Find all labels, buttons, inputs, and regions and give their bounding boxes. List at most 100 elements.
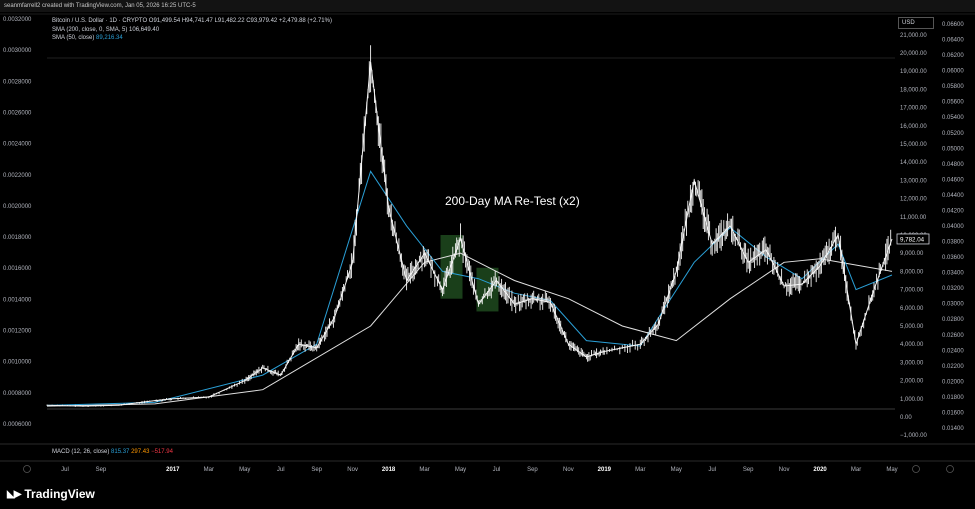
right-axis-label: 0.02200: [942, 364, 964, 370]
usd-axis-label: 19,000.00: [900, 69, 927, 75]
right-axis-label: 0.05400: [942, 115, 964, 121]
time-axis-label: Jul: [493, 467, 501, 473]
sma50-value: 89,216.34: [96, 35, 123, 42]
sma50-label: SMA (50, close): [52, 35, 95, 42]
axis-control-icon: [23, 465, 31, 473]
right-axis-label: 0.04400: [942, 193, 964, 199]
time-axis-label: May: [671, 467, 682, 473]
time-axis-label: Mar: [851, 467, 861, 473]
right-axis-label: 0.04800: [942, 162, 964, 168]
right-axis-label: 0.02600: [942, 333, 964, 339]
right-axis-label: 0.01600: [942, 410, 964, 416]
left-axis-label: 0.0016000: [3, 266, 32, 272]
usd-axis-label: 16,000.00: [900, 124, 927, 130]
usd-axis-label: 20,000.00: [900, 51, 927, 57]
right-axis-label: 0.05800: [942, 84, 964, 90]
left-axis-label: 0.0008000: [3, 391, 32, 397]
right-axis-label: 0.06600: [942, 22, 964, 28]
brand-name: TradingView: [24, 487, 95, 501]
left-axis-label: 0.0006000: [3, 422, 32, 428]
symbol-line: Bitcoin / U.S. Dollar · 1D · CRYPTO O91,…: [52, 18, 332, 24]
time-axis-label: Mar: [419, 467, 429, 473]
tradingview-logo-icon: ◣▶: [7, 488, 21, 500]
time-axis-label: May: [239, 467, 250, 473]
usd-axis-label: 15,000.00: [900, 142, 927, 148]
macd-value-1: 815.37: [111, 449, 130, 455]
usd-axis-label: −1,000.00: [900, 433, 928, 439]
left-axis-label: 0.0012000: [3, 329, 32, 335]
currency-selector[interactable]: USD: [898, 17, 934, 29]
right-axis-label: 0.03000: [942, 302, 964, 308]
left-axis-label: 0.0014000: [3, 297, 32, 303]
attribution-bar: seanmfarrell2 created with TradingView.c…: [0, 0, 975, 12]
price-chart[interactable]: 0.0032000 0.0030000 0.0028000 0.0026000 0.00…: [0, 0, 975, 481]
usd-axis-label: 17,000.00: [900, 106, 927, 112]
macd-legend: MACD (12, 26, close) 815.37 297.43 −517.…: [52, 449, 173, 455]
left-axis-label: 0.0028000: [3, 79, 32, 85]
left-axis-label: 0.0018000: [3, 235, 32, 241]
right-axis-label: 0.02400: [942, 348, 964, 354]
usd-axis-label: 12,000.00: [900, 197, 927, 203]
right-axis-label: 0.05200: [942, 131, 964, 137]
macd-value-3: −517.94: [151, 449, 173, 455]
usd-axis-label: 14,000.00: [900, 160, 927, 166]
time-axis-label: Sep: [311, 467, 322, 473]
right-axis-label: 0.06200: [942, 53, 964, 59]
last-price-box: [896, 233, 930, 245]
sma200-legend: SMA (200, close, 0, SMA, 5) 106,649.40: [52, 26, 160, 33]
right-axis-label: 0.01400: [942, 426, 964, 432]
time-axis-label: 2019: [598, 467, 612, 473]
right-axis-label: 0.01800: [942, 395, 964, 401]
time-axis-label: Sep: [96, 467, 107, 473]
time-axis-label: Sep: [527, 467, 538, 473]
time-axis-label: Nov: [563, 467, 574, 473]
right-axis-label: 0.03800: [942, 240, 964, 246]
usd-axis-label: 6,000.00: [900, 306, 924, 312]
time-axis-label: 2017: [166, 467, 180, 473]
right-axis-label: 0.02800: [942, 317, 964, 323]
time-axis-label: Nov: [347, 467, 358, 473]
currency-label: USD: [902, 20, 915, 26]
time-axis-label: Sep: [743, 467, 754, 473]
usd-axis-label: 1,000.00: [900, 397, 924, 403]
right-axis-label: 0.04000: [942, 224, 964, 230]
time-axis-label: Nov: [779, 467, 790, 473]
usd-axis-label: 4,000.00: [900, 342, 924, 348]
last-price-label: 9,782.04: [900, 236, 925, 243]
left-axis-label: 0.0020000: [3, 204, 32, 210]
time-axis-label: May: [455, 467, 466, 473]
time-axis-label: 2020: [813, 467, 827, 473]
macd-label: MACD (12, 26, close): [52, 449, 110, 455]
right-axis-label: 0.02000: [942, 379, 964, 385]
left-axis-label: 0.0030000: [3, 48, 32, 54]
usd-axis-label: 18,000.00: [900, 87, 927, 93]
footer: [0, 481, 975, 509]
price-candles: [46, 45, 892, 407]
time-axis-label: May: [886, 467, 897, 473]
usd-axis-label: 9,000.00: [900, 251, 924, 257]
usd-axis-label: 0.00: [900, 415, 912, 421]
right-axis-label: 0.04200: [942, 208, 964, 214]
right-axis-label: 0.06000: [942, 69, 964, 75]
time-axis-label: Jul: [708, 467, 716, 473]
attribution-text: seanmfarrell2 created with TradingView.c…: [4, 3, 196, 9]
right-axis-label: 0.03400: [942, 271, 964, 277]
usd-axis-label: 13,000.00: [900, 178, 927, 184]
right-axis-label: 0.03200: [942, 286, 964, 292]
retest-annotation: 200-Day MA Re-Test (x2): [445, 194, 580, 208]
axis-control-icon: [946, 465, 954, 473]
usd-axis-label: 11,000.00: [900, 215, 927, 221]
left-axis-label: 0.0022000: [3, 173, 32, 179]
sma50-legend: SMA (50, close) 89,216.34: [52, 34, 332, 43]
time-axis-label: Mar: [204, 467, 214, 473]
left-axis-label: 0.0032000: [3, 17, 32, 23]
right-axis-label: 0.03600: [942, 255, 964, 261]
axis-control-icon: [912, 465, 920, 473]
brand[interactable]: ◣▶ TradingView: [7, 487, 95, 501]
right-axis-label: 0.06400: [942, 38, 964, 44]
left-axis-label: 0.0024000: [3, 142, 32, 148]
time-axis-label: Jul: [61, 467, 69, 473]
usd-axis-label: 2,000.00: [900, 379, 924, 385]
right-axis-label: 0.04600: [942, 177, 964, 183]
time-axis-label: Mar: [635, 467, 645, 473]
